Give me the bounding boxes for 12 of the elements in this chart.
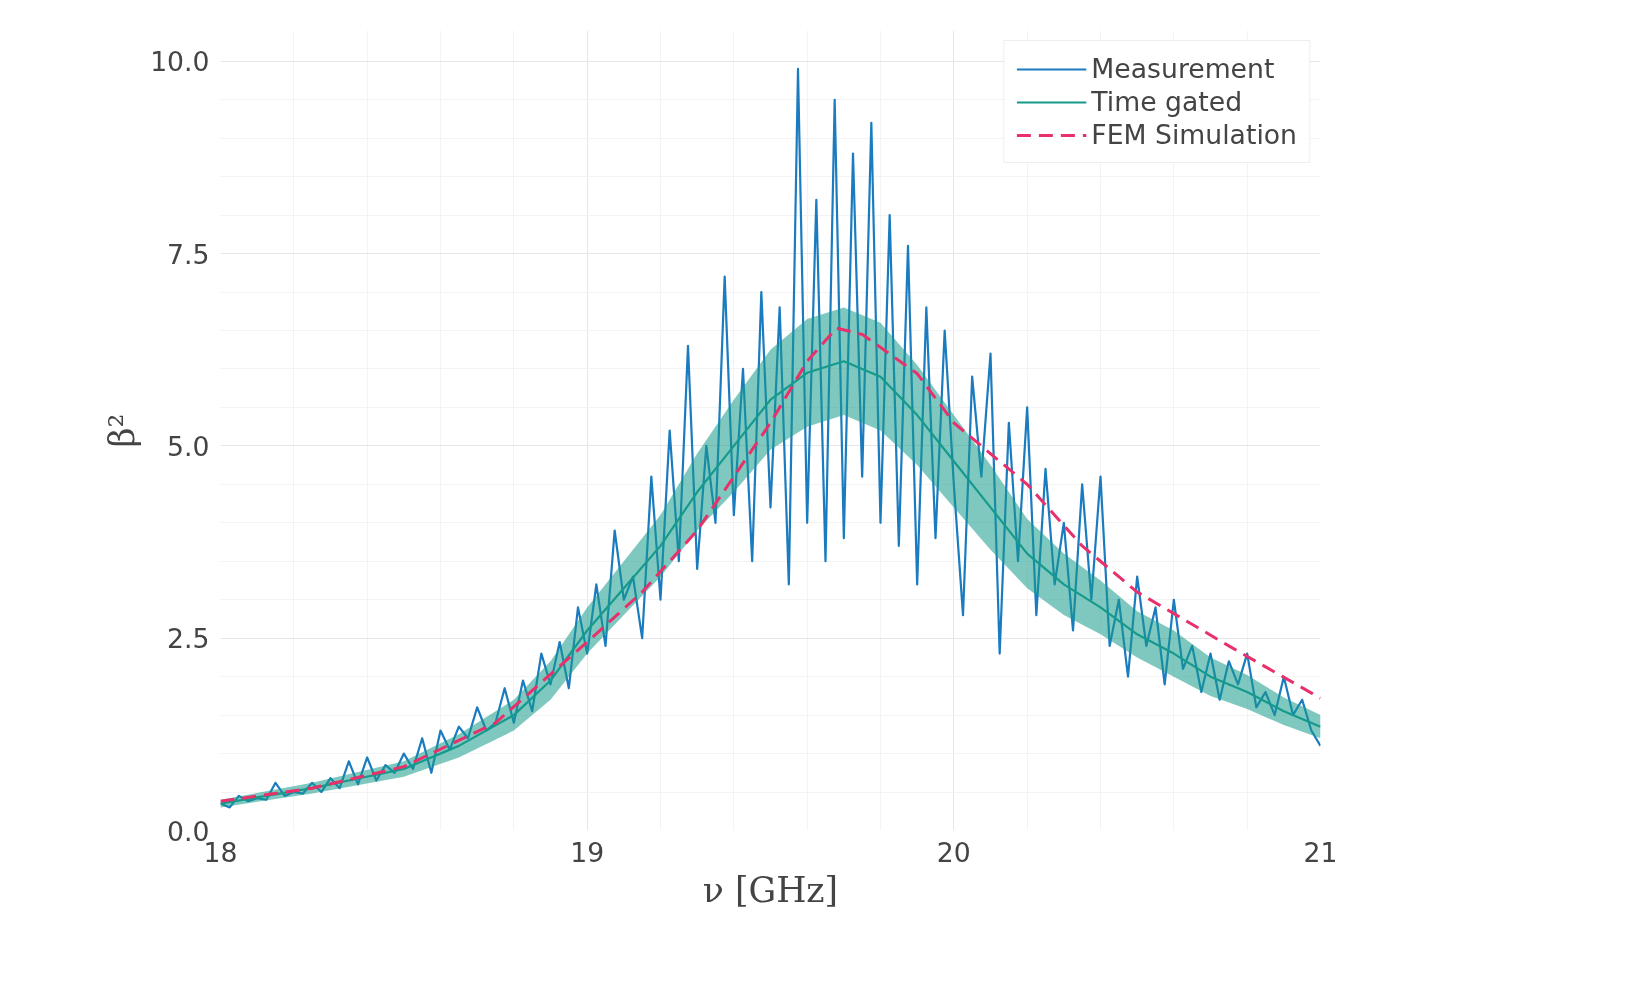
legend-label: Measurement [1091, 53, 1275, 84]
y-tick-label: 10.0 [150, 46, 210, 78]
y-axis-title: β² [102, 413, 143, 448]
x-tick-label: 21 [1303, 836, 1338, 868]
y-tick-label: 5.0 [167, 430, 210, 462]
x-tick-label: 20 [936, 836, 971, 868]
y-tick-label: 2.5 [167, 623, 210, 655]
legend-label: FEM Simulation [1091, 119, 1297, 150]
x-axis-title: ν [GHz] [702, 869, 839, 910]
x-tick-label: 19 [570, 836, 605, 868]
y-tick-label: 7.5 [167, 238, 210, 270]
legend-label: Time gated [1091, 86, 1243, 117]
